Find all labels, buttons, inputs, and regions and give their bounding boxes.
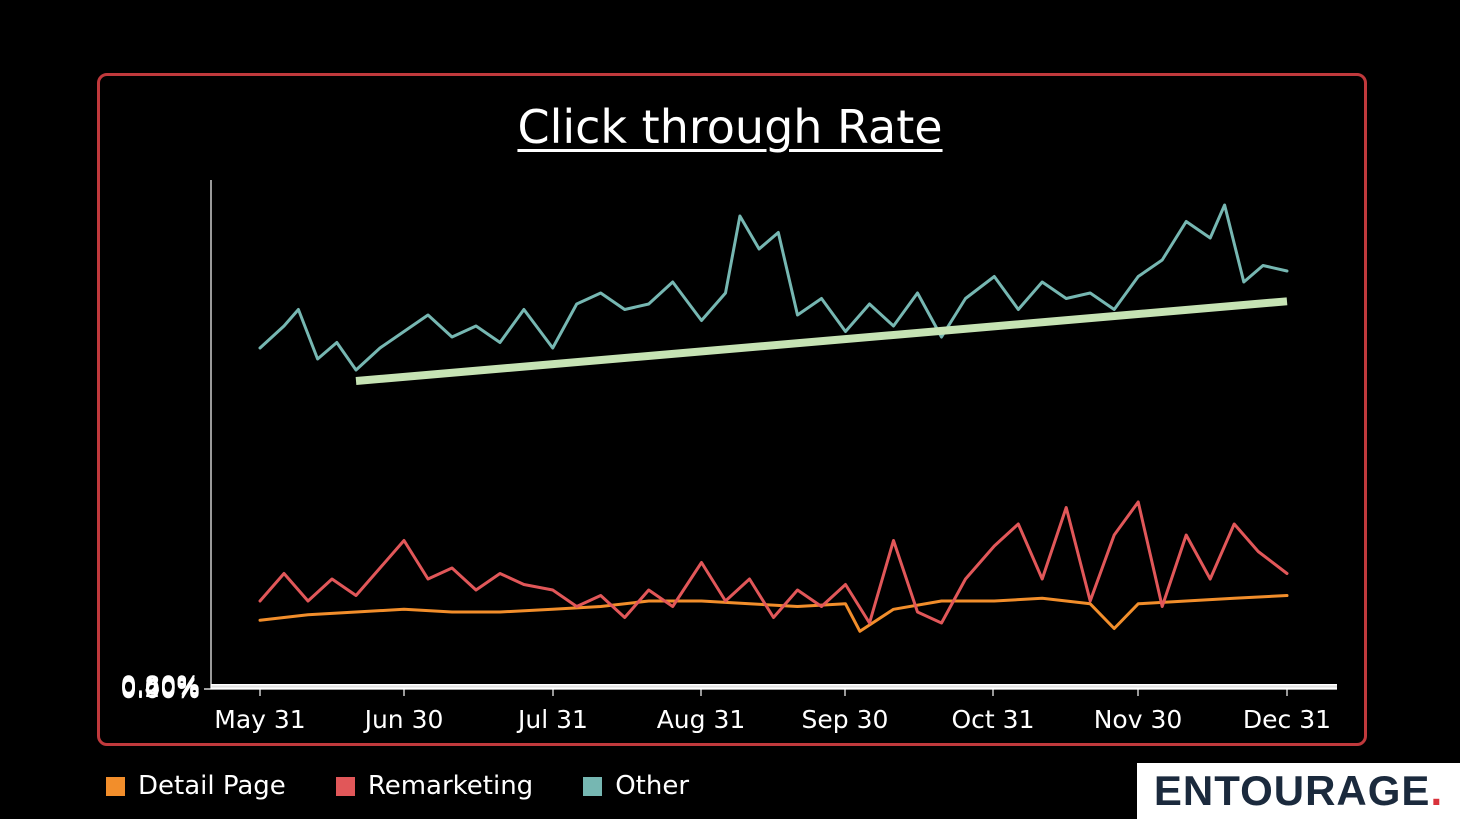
- chart-title: Click through Rate: [517, 100, 943, 154]
- series-line-remarketing: [258, 500, 1289, 625]
- legend-label-detail-page: Detail Page: [138, 771, 286, 801]
- brand-logo: ENTOURAGE.: [1137, 763, 1460, 819]
- y-tick-label: 0.00%: [121, 675, 200, 704]
- legend-swatch-other: [583, 776, 603, 796]
- y-tick-label: 0.20%: [121, 674, 200, 703]
- legend-swatch-remarketing: [335, 776, 355, 796]
- series-line-other: [258, 203, 1289, 372]
- y-tick-label: 0.80%: [121, 671, 200, 700]
- trend-line: [355, 297, 1288, 385]
- x-tick-label: May 31: [214, 705, 305, 734]
- x-tick-label: Oct 31: [952, 705, 1035, 734]
- x-tick-label: Jun 30: [363, 705, 444, 734]
- legend: Detail Page Remarketing Other: [106, 770, 739, 802]
- legend-label-other: Other: [615, 771, 690, 801]
- brand-dot: .: [1430, 767, 1444, 814]
- x-tick-label: Jul 31: [516, 705, 588, 734]
- y-tick-label: 0.60%: [121, 672, 200, 701]
- x-tick-label: Nov 30: [1094, 705, 1183, 734]
- x-tick-label: Dec 31: [1243, 705, 1331, 734]
- chart-frame: [97, 73, 1367, 746]
- x-tick-label: Sep 30: [802, 705, 889, 734]
- y-tick-label: 0.40%: [121, 673, 200, 702]
- legend-label-remarketing: Remarketing: [367, 771, 534, 801]
- brand-name: ENTOURAGE: [1153, 767, 1431, 814]
- x-tick-label: Aug 31: [657, 705, 746, 734]
- legend-swatch-detail-page: [106, 776, 125, 796]
- legend-item-remarketing[interactable]: Remarketing: [335, 771, 534, 801]
- brand-wordmark: ENTOURAGE.: [1154, 767, 1443, 815]
- legend-item-detail-page[interactable]: Detail Page: [106, 771, 286, 801]
- series-line-detail-page: [258, 594, 1289, 633]
- legend-item-other[interactable]: Other: [583, 771, 689, 801]
